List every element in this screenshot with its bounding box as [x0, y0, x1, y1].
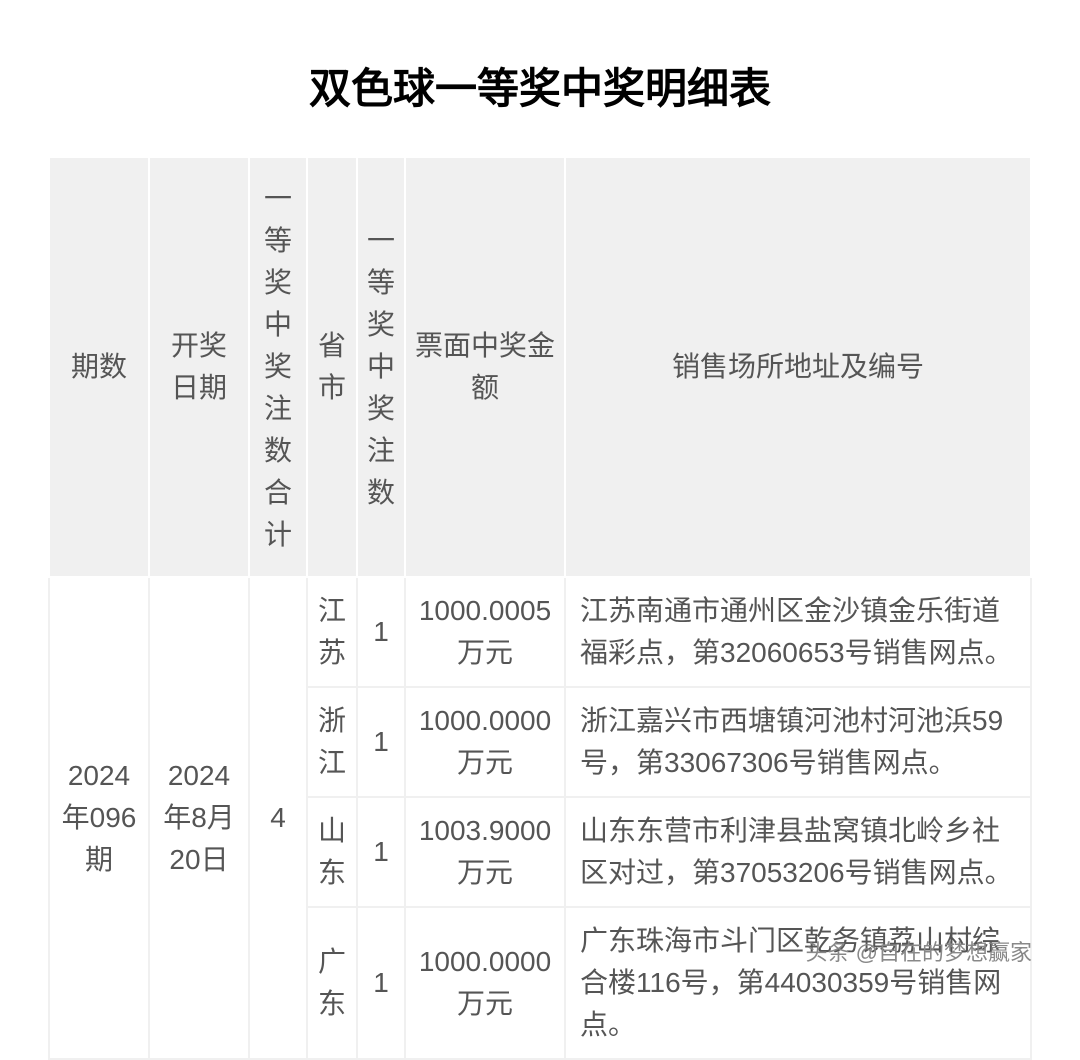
cell-province: 山东 [307, 797, 357, 907]
cell-province: 广东 [307, 907, 357, 1059]
cell-address: 江苏南通市通州区金沙镇金乐街道福彩点，第32060653号销售网点。 [565, 577, 1031, 687]
header-date: 开奖日期 [149, 157, 249, 577]
cell-total: 4 [249, 577, 307, 1059]
cell-amount: 1000.0005万元 [405, 577, 565, 687]
cell-date: 2024年8月20日 [149, 577, 249, 1059]
cell-count: 1 [357, 797, 405, 907]
watermark: 头条 @自在的梦想赢家 [806, 935, 1032, 967]
cell-address: 广东珠海市斗门区乾务镇荔山村综合楼116号，第44030359号销售网点。 [565, 907, 1031, 1059]
lottery-table: 期数 开奖日期 一等奖中奖注数合计 省市 一等奖中奖注数 票面中奖金额 销售场所… [48, 156, 1032, 1060]
cell-count: 1 [357, 687, 405, 797]
header-count: 一等奖中奖注数 [357, 157, 405, 577]
cell-address: 山东东营市利津县盐窝镇北岭乡社区对过，第37053206号销售网点。 [565, 797, 1031, 907]
page-title: 双色球一等奖中奖明细表 [0, 0, 1080, 156]
header-amount: 票面中奖金额 [405, 157, 565, 577]
cell-amount: 1003.9000万元 [405, 797, 565, 907]
cell-period: 2024年096期 [49, 577, 149, 1059]
header-period: 期数 [49, 157, 149, 577]
header-total: 一等奖中奖注数合计 [249, 157, 307, 577]
cell-amount: 1000.0000万元 [405, 907, 565, 1059]
cell-address: 浙江嘉兴市西塘镇河池村河池浜59号，第33067306号销售网点。 [565, 687, 1031, 797]
header-address: 销售场所地址及编号 [565, 157, 1031, 577]
header-province: 省市 [307, 157, 357, 577]
table-row: 2024年096期 2024年8月20日 4 江苏 1 1000.0005万元 … [49, 577, 1031, 687]
table-header-row: 期数 开奖日期 一等奖中奖注数合计 省市 一等奖中奖注数 票面中奖金额 销售场所… [49, 157, 1031, 577]
table-container: 期数 开奖日期 一等奖中奖注数合计 省市 一等奖中奖注数 票面中奖金额 销售场所… [0, 156, 1080, 1060]
cell-province: 江苏 [307, 577, 357, 687]
cell-province: 浙江 [307, 687, 357, 797]
cell-count: 1 [357, 577, 405, 687]
cell-count: 1 [357, 907, 405, 1059]
cell-amount: 1000.0000万元 [405, 687, 565, 797]
